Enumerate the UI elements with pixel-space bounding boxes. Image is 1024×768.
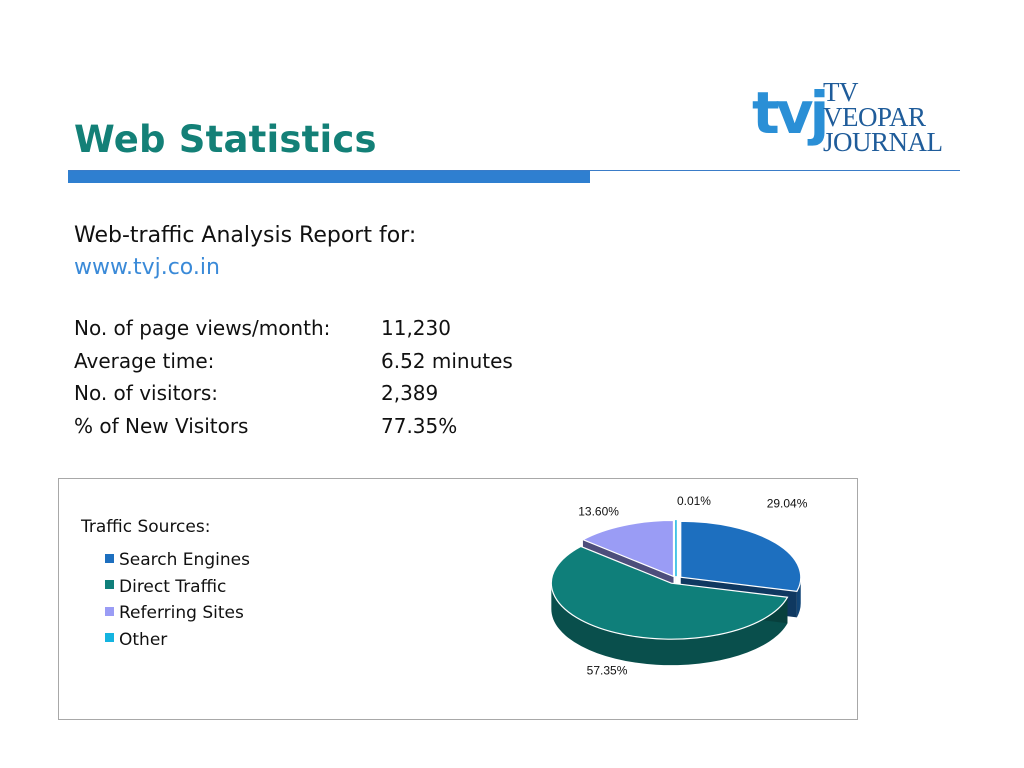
pie-slice-side [796,577,801,618]
stat-value: 2,389 [381,381,439,405]
legend-swatch [105,553,114,563]
legend-swatch [105,580,114,589]
tvj-logo: tvj TV VEOPAR JOURNAL [752,77,957,162]
stat-value: 11,230 [381,316,451,340]
stat-label: No. of visitors: [74,381,219,405]
pie-slice [550,545,789,640]
title-accent-bar [68,171,590,183]
legend-label: Referring Sites [119,603,244,623]
logo-line-1: TV [823,77,858,107]
report-heading-text: Web-traffic Analysis Report for: [74,223,417,248]
logo-line-3: JOURNAL [823,127,943,157]
logo-line-2: VEOPAR [823,102,926,132]
pie-slice [581,519,675,578]
pie-data-label: 29.04% [767,497,808,511]
logo-wordmark: TV VEOPAR JOURNAL [823,77,943,157]
legend-swatch [105,633,114,642]
stat-label: No. of page views/month: [74,316,331,340]
chart-title: Traffic Sources: [81,517,211,537]
legend-label: Other [119,629,168,650]
pie-slice [680,520,802,592]
report-heading: Web-traffic Analysis Report for: www.tvj… [74,220,416,284]
legend-item: Search Engines [105,547,250,574]
pie-data-label: 57.35% [587,663,628,677]
legend-item: Referring Sites [105,600,250,627]
legend-label: Direct Traffic [119,576,227,597]
title-divider-line [68,170,960,171]
stat-value: 6.52 minutes [381,348,513,373]
report-url-link[interactable]: www.tvj.co.in [74,255,220,280]
legend-item: Direct Traffic [105,574,250,601]
pie-data-label: 0.01% [677,494,711,508]
legend-swatch [105,606,114,616]
legend-item: Other [105,627,250,654]
pie-slice-side [551,583,788,666]
logo-mark: tvj [752,79,829,147]
stat-label: % of New Visitors [74,413,249,438]
legend-label: Search Engines [119,550,250,570]
pie-chart: 29.04% 57.35% 13.60% 0.01% [550,494,808,677]
page-title: Web Statistics [74,118,377,161]
pie-data-label: 13.60% [578,505,619,519]
stat-label: Average time: [74,348,215,373]
chart-legend: Search Engines Direct Traffic Referring Si… [105,547,250,653]
stat-value: 77.35% [381,413,458,438]
traffic-sources-chart: 29.04% 57.35% 13.60% 0.01% Traffic Sources:… [58,478,858,720]
